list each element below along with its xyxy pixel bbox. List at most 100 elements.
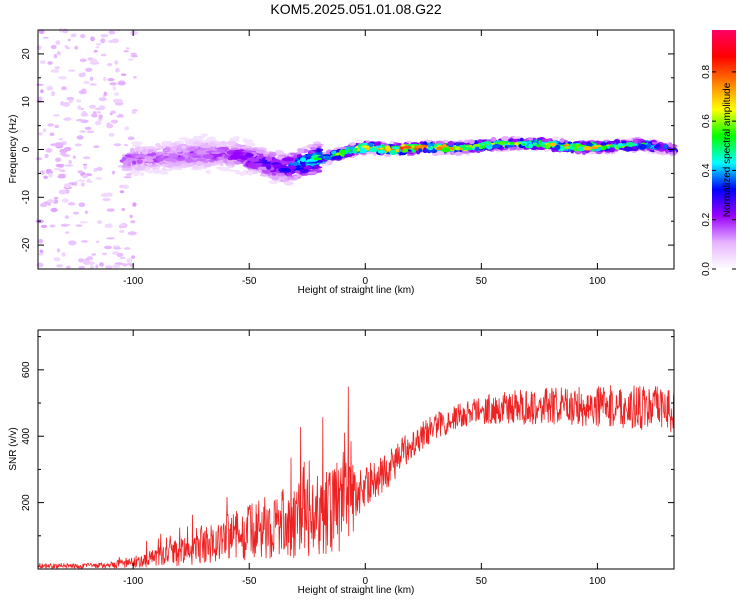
y-tick-label: 400 bbox=[21, 427, 32, 444]
heatmap-cell bbox=[541, 139, 549, 142]
heatmap-cell bbox=[365, 151, 374, 155]
heatmap-cell bbox=[229, 161, 234, 166]
heatmap-cell bbox=[349, 142, 356, 146]
heatmap-cell bbox=[36, 45, 42, 50]
heatmap-cell bbox=[195, 160, 203, 167]
snr-x-label: Height of straight line (km) bbox=[298, 585, 415, 596]
heatmap-cell bbox=[78, 202, 86, 207]
heatmap-cell bbox=[167, 153, 179, 159]
heatmap-cell bbox=[145, 169, 155, 174]
figure-title: KOM5.2025.051.01.08.G22 bbox=[270, 1, 441, 17]
heatmap-cell bbox=[228, 145, 239, 148]
heatmap-cell bbox=[600, 142, 607, 146]
heatmap-cell bbox=[146, 158, 154, 163]
heatmap-cell bbox=[104, 223, 113, 228]
heatmap-cell bbox=[126, 263, 133, 266]
x-tick-label: 50 bbox=[476, 576, 488, 587]
heatmap-cell bbox=[608, 147, 616, 153]
heatmap-cell bbox=[519, 137, 524, 142]
x-tick-label: 100 bbox=[589, 576, 606, 587]
heatmap-cell bbox=[309, 146, 317, 151]
heatmap-cell bbox=[633, 138, 638, 144]
heatmap-cell bbox=[218, 166, 230, 172]
heatmap-cell bbox=[157, 157, 164, 162]
heatmap-cell bbox=[89, 104, 96, 109]
heatmap-cell bbox=[127, 136, 135, 141]
heatmap-cell bbox=[55, 163, 65, 168]
heatmap-cell bbox=[472, 144, 481, 147]
heatmap-cell bbox=[459, 147, 463, 151]
heatmap-cell bbox=[630, 146, 639, 152]
heatmap-cell bbox=[512, 137, 518, 143]
heatmap-cell bbox=[114, 92, 119, 96]
heatmap-cell bbox=[125, 157, 134, 160]
heatmap-cell bbox=[113, 143, 122, 147]
heatmap-cell bbox=[70, 33, 77, 38]
heatmap-cell bbox=[119, 229, 125, 233]
heatmap-cell bbox=[82, 163, 88, 166]
heatmap-cell bbox=[441, 147, 450, 153]
heatmap-cell bbox=[324, 155, 330, 161]
heatmap-cell bbox=[104, 245, 112, 250]
heatmap-cell bbox=[40, 202, 48, 208]
heatmap-cell bbox=[177, 156, 186, 160]
heatmap-cell bbox=[238, 155, 243, 159]
heatmap-cell bbox=[81, 111, 87, 114]
heatmap-cell bbox=[339, 149, 347, 154]
heatmap-cell bbox=[68, 159, 72, 165]
heatmap-cell bbox=[98, 97, 107, 102]
heatmap-cell bbox=[77, 105, 82, 110]
heatmap-cell bbox=[61, 252, 66, 257]
heatmap-cell bbox=[242, 150, 254, 153]
heatmap-cell bbox=[415, 145, 424, 149]
heatmap-cell bbox=[91, 253, 97, 256]
heatmap-cell bbox=[128, 58, 134, 61]
heatmap-cell bbox=[112, 98, 120, 103]
heatmap-cell bbox=[226, 140, 237, 146]
heatmap-cell bbox=[155, 166, 160, 170]
heatmap-cell bbox=[40, 89, 44, 94]
heatmap-cell bbox=[82, 174, 88, 179]
heatmap-cell bbox=[297, 148, 303, 153]
spectrogram-y-label: Frequency (Hz) bbox=[8, 115, 19, 184]
heatmap-cell bbox=[210, 151, 221, 155]
heatmap-cell bbox=[131, 255, 136, 259]
heatmap-cell bbox=[58, 138, 64, 141]
x-tick-label: 100 bbox=[589, 276, 606, 287]
heatmap-cell bbox=[422, 147, 428, 153]
spectrogram-y-ticks: -20 -10 0 10 20 bbox=[21, 29, 674, 270]
heatmap-cell bbox=[554, 144, 561, 150]
heatmap-cell bbox=[78, 258, 85, 263]
heatmap-cell bbox=[50, 143, 59, 147]
heatmap-cell bbox=[80, 34, 86, 39]
heatmap-cell bbox=[549, 142, 557, 147]
colorbar-tick-label: 0.2 bbox=[701, 212, 712, 226]
heatmap-cell bbox=[54, 66, 60, 70]
heatmap-cell bbox=[477, 139, 483, 144]
heatmap-cell bbox=[640, 140, 647, 144]
heatmap-cell bbox=[278, 167, 289, 172]
heatmap-cell bbox=[100, 34, 109, 38]
x-tick-label: -50 bbox=[242, 576, 257, 587]
heatmap-cell bbox=[82, 260, 91, 265]
heatmap-cell bbox=[122, 184, 129, 190]
heatmap-cell bbox=[78, 90, 87, 95]
x-tick-label: -100 bbox=[123, 276, 143, 287]
y-tick-label: 600 bbox=[21, 361, 32, 378]
heatmap-cell bbox=[129, 147, 135, 153]
heatmap-cell bbox=[247, 148, 258, 151]
heatmap-cell bbox=[84, 210, 88, 215]
heatmap-cell bbox=[299, 168, 310, 174]
x-tick-label: -100 bbox=[123, 576, 143, 587]
heatmap-cell bbox=[83, 156, 91, 160]
heatmap-cell bbox=[102, 198, 111, 202]
heatmap-cell bbox=[47, 202, 51, 206]
heatmap-cell bbox=[111, 38, 119, 44]
heatmap-cell bbox=[192, 135, 205, 139]
heatmap-cell bbox=[121, 167, 133, 172]
heatmap-cell bbox=[56, 264, 63, 268]
heatmap-cell bbox=[542, 144, 547, 149]
heatmap-cell bbox=[155, 143, 161, 148]
heatmap-cell bbox=[61, 198, 69, 203]
heatmap-cell bbox=[272, 162, 281, 165]
